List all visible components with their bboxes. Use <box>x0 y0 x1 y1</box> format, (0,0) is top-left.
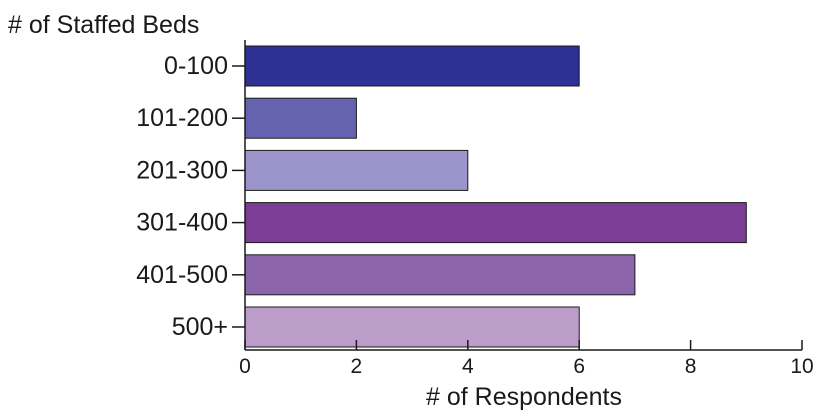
x-tick-label-6: 6 <box>573 355 585 378</box>
bars-group <box>244 45 747 348</box>
category-label-101-200: 101-200 <box>136 104 228 132</box>
bar-0-100 <box>244 45 580 87</box>
bar-101-200 <box>244 97 357 139</box>
category-label-201-300: 201-300 <box>136 156 228 184</box>
y-axis-title: # of Staffed Beds <box>8 11 199 39</box>
bar-201-300 <box>244 149 469 191</box>
bar-301-400 <box>244 202 747 244</box>
x-tick-label-10: 10 <box>790 355 813 378</box>
x-axis-title: # of Respondents <box>426 383 622 411</box>
x-axis-ticks-group: 0 2 4 6 8 10 <box>239 340 814 378</box>
bar-500+ <box>244 306 580 348</box>
category-labels-group: 0-100 101-200 201-300 301-400 401-500 500+ <box>136 52 245 341</box>
x-tick-label-0: 0 <box>239 355 251 378</box>
x-tick-label-2: 2 <box>351 355 363 378</box>
x-tick-label-8: 8 <box>685 355 697 378</box>
category-label-401-500: 401-500 <box>136 261 228 289</box>
bar-401-500 <box>244 254 636 296</box>
category-label-0-100: 0-100 <box>164 52 228 80</box>
x-tick-label-4: 4 <box>462 355 474 378</box>
category-label-500+: 500+ <box>172 313 228 341</box>
category-label-301-400: 301-400 <box>136 209 228 237</box>
